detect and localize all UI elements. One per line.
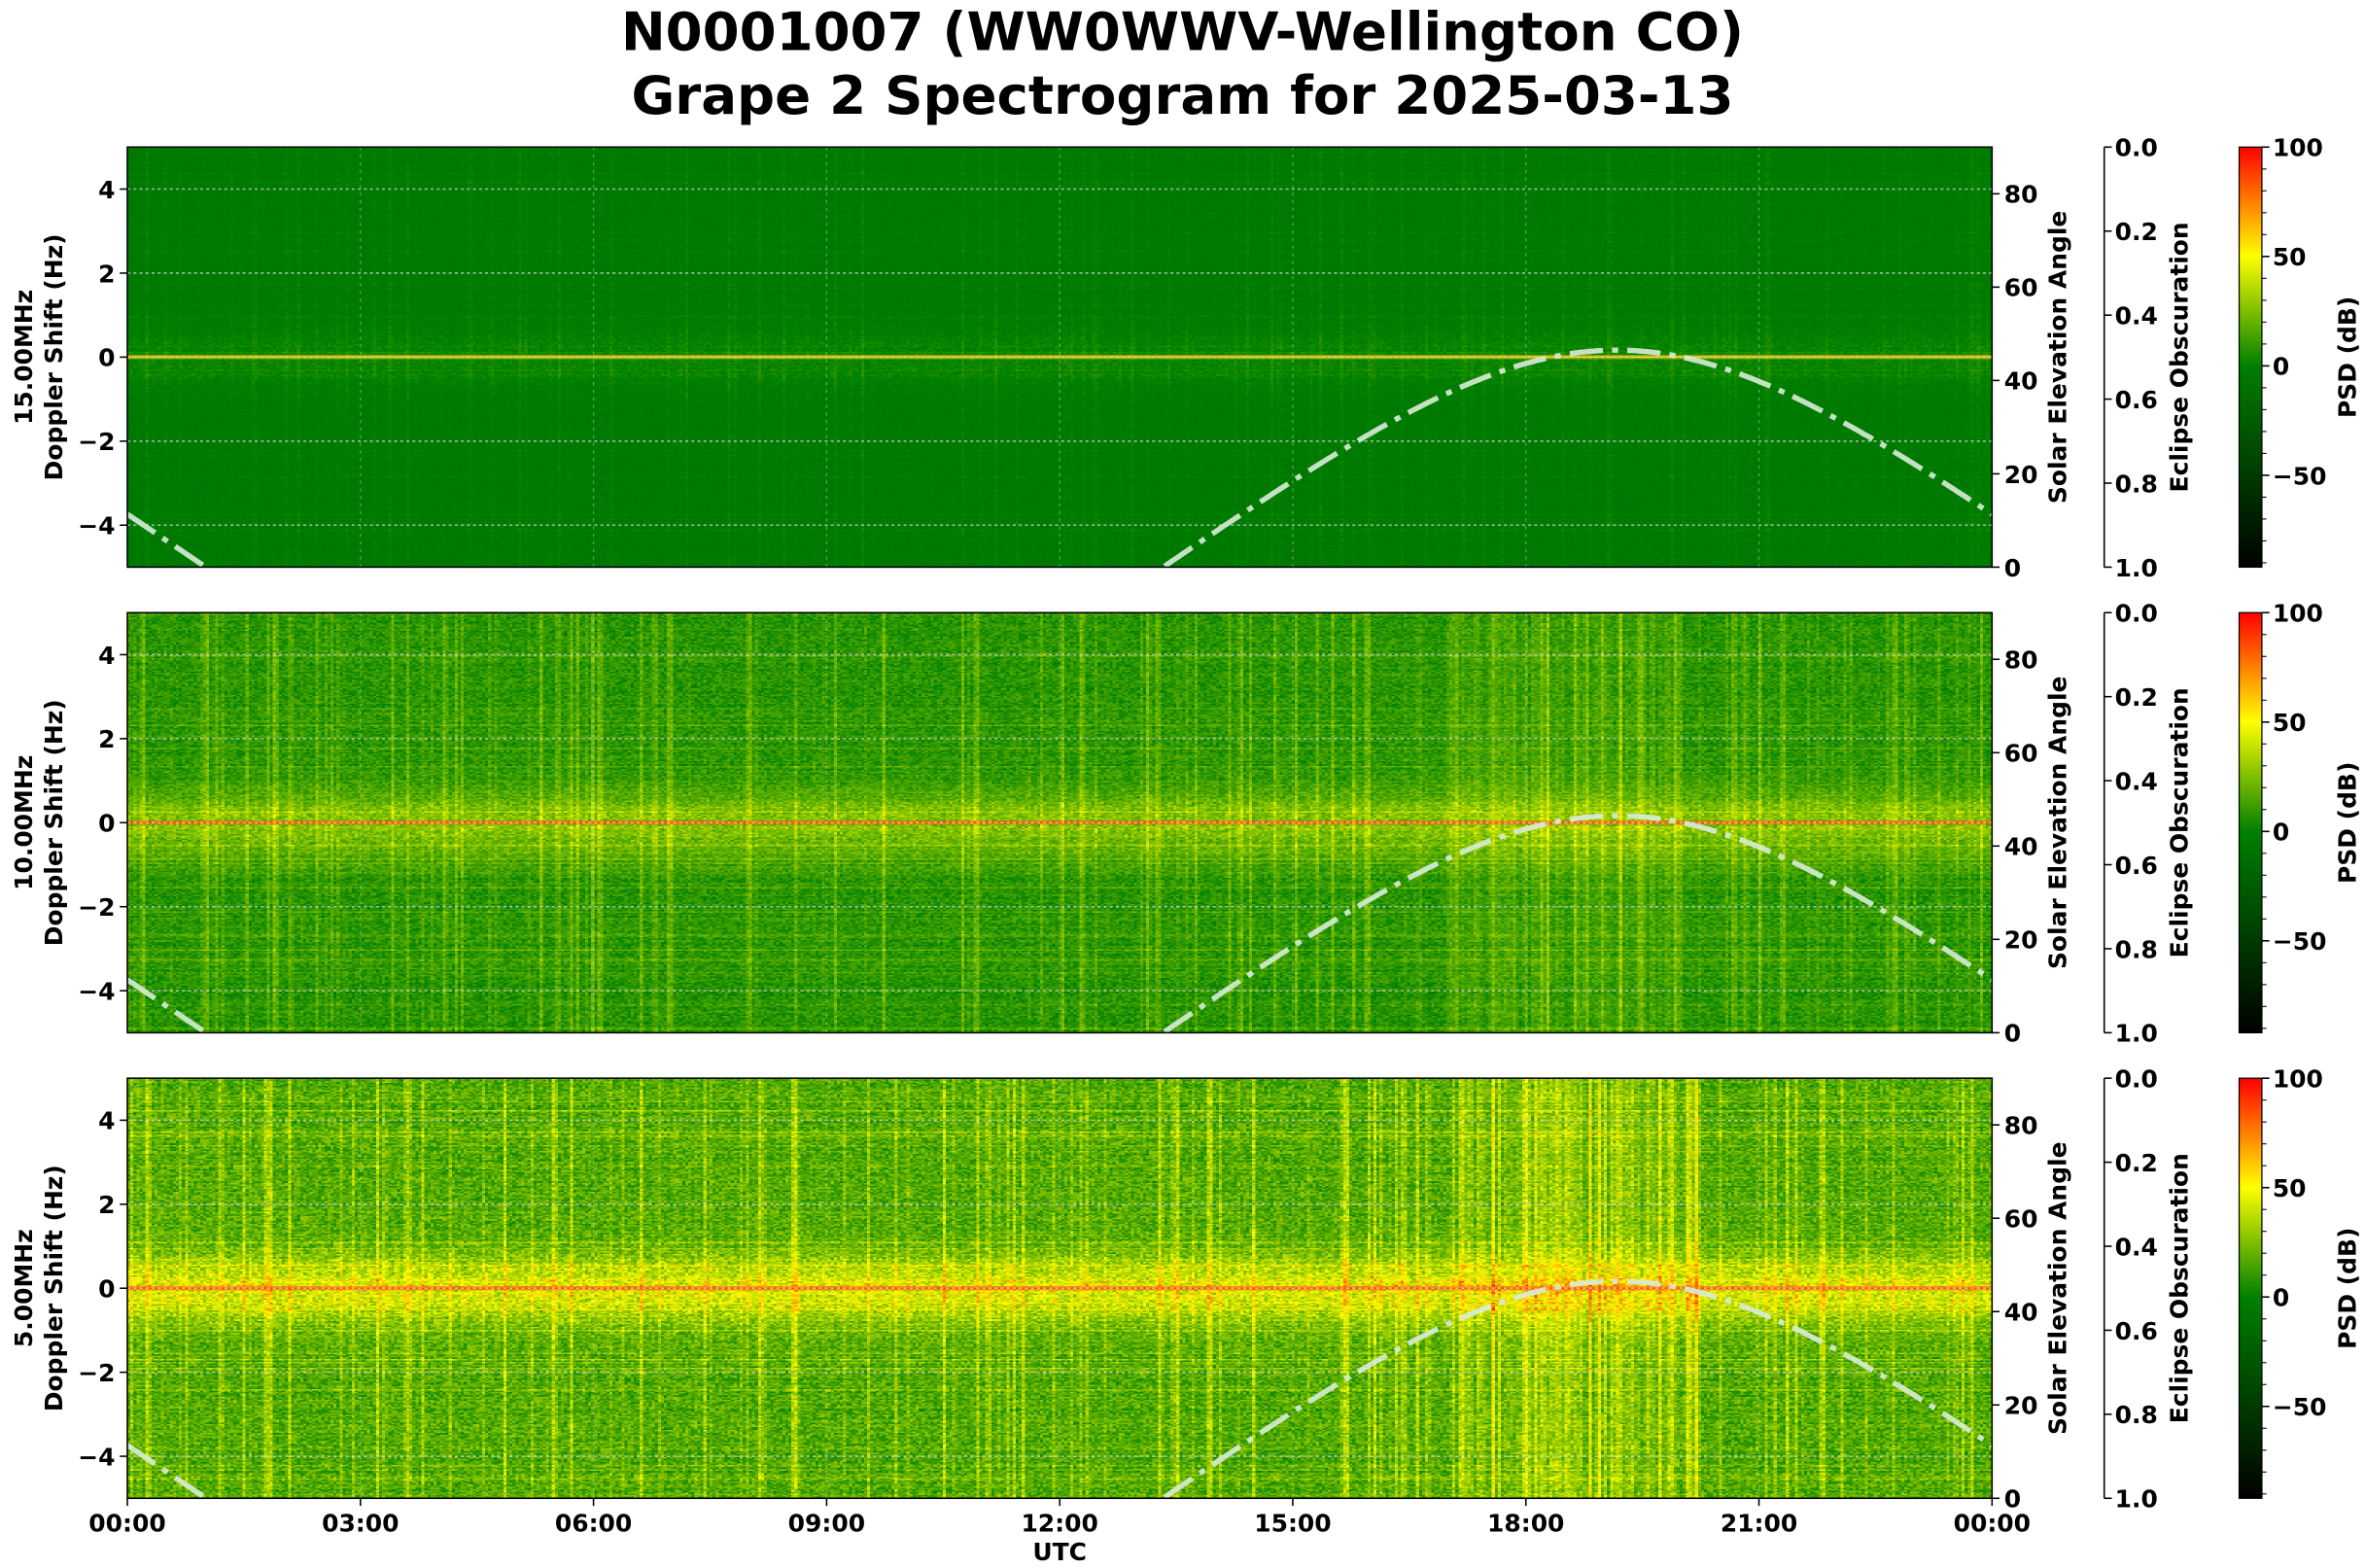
y-tick-label: −2 (78, 1359, 115, 1387)
eclipse-tick-label: 0.4 (2115, 1233, 2158, 1261)
x-tick-label: 00:00 (1954, 1510, 2031, 1538)
x-tick-label: 03:00 (322, 1510, 399, 1538)
solar-elevation-curve (1163, 1278, 1994, 1500)
solar-elevation-curve (125, 511, 207, 570)
eclipse-tick-label: 1.0 (2115, 1020, 2158, 1048)
elevation-axis-label: Solar Elevation Angle (2044, 677, 2072, 969)
x-axis-label: UTC (1032, 1538, 1087, 1566)
chart-title-line1: N0001007 (WW0WWV-Wellington CO) (620, 3, 1745, 64)
colorbar-tick-label: 100 (2273, 1065, 2323, 1094)
colorbar (2238, 146, 2263, 569)
y-tick-label: −4 (78, 512, 115, 540)
eclipse-tick-label: 0.4 (2115, 302, 2158, 331)
x-tick-label: 09:00 (788, 1510, 865, 1538)
eclipse-tick-label: 0.2 (2115, 683, 2158, 712)
y-tick-label: −2 (78, 428, 115, 456)
elevation-tick-label: 40 (2004, 367, 2038, 396)
eclipse-tick-label: 0.0 (2115, 134, 2158, 162)
y-axis-label: Doppler Shift (Hz) (40, 1165, 68, 1411)
colorbar (2238, 611, 2263, 1033)
y-tick-label: 2 (98, 725, 115, 753)
colorbar-tick-label: 50 (2273, 709, 2307, 737)
colorbar (2238, 1077, 2263, 1499)
frequency-label: 15.00MHz (10, 290, 38, 425)
y-tick-label: 0 (98, 344, 115, 372)
elevation-tick-label: 60 (2004, 274, 2038, 302)
colorbar-tick-label: 0 (2273, 353, 2289, 381)
elevation-tick-label: 80 (2004, 181, 2038, 209)
eclipse-tick-label: 0.2 (2115, 218, 2158, 246)
elevation-tick-label: 20 (2004, 926, 2038, 955)
y-tick-label: 4 (98, 642, 115, 670)
eclipse-tick-label: 0.8 (2115, 935, 2158, 963)
y-tick-label: −4 (78, 1443, 115, 1471)
colorbar-tick-label: 0 (2273, 1284, 2289, 1312)
eclipse-tick-label: 0.0 (2115, 1065, 2158, 1094)
eclipse-tick-label: 1.0 (2115, 554, 2158, 582)
eclipse-tick-label: 0.4 (2115, 767, 2158, 795)
colorbar-tick-label: 50 (2273, 1174, 2307, 1202)
y-tick-label: 4 (98, 1107, 115, 1135)
x-tick-label: 00:00 (88, 1510, 165, 1538)
y-tick-label: 2 (98, 260, 115, 288)
y-tick-label: 4 (98, 176, 115, 204)
frequency-label: 10.00MHz (10, 755, 38, 890)
colorbar-label: PSD (dB) (2334, 1228, 2362, 1349)
eclipse-axis-label: Eclipse Obscuration (2166, 687, 2194, 958)
y-tick-label: −4 (78, 978, 115, 1006)
elevation-tick-label: 80 (2004, 646, 2038, 675)
elevation-tick-label: 80 (2004, 1112, 2038, 1140)
elevation-tick-label: 60 (2004, 740, 2038, 768)
elevation-tick-label: 40 (2004, 1299, 2038, 1327)
y-tick-label: 0 (98, 810, 115, 838)
colorbar-label: PSD (dB) (2334, 762, 2362, 884)
colorbar-tick-label: 50 (2273, 243, 2307, 271)
elevation-tick-label: 20 (2004, 1392, 2038, 1420)
colorbar-tick-label: −50 (2273, 927, 2327, 956)
eclipse-axis-label: Eclipse Obscuration (2166, 222, 2194, 492)
x-tick-label: 06:00 (555, 1510, 632, 1538)
chart-title-line2: Grape 2 Spectrogram for 2025-03-13 (631, 66, 1734, 128)
colorbar-tick-label: 100 (2273, 134, 2323, 162)
eclipse-tick-label: 0.6 (2115, 1317, 2158, 1345)
y-axis-label: Doppler Shift (Hz) (40, 233, 68, 480)
solar-elevation-curve (125, 977, 207, 1035)
y-axis-label: Doppler Shift (Hz) (40, 699, 68, 946)
solar-elevation-curve (125, 1443, 207, 1501)
elevation-axis-label: Solar Elevation Angle (2044, 1141, 2072, 1434)
eclipse-axis-label: Eclipse Obscuration (2166, 1153, 2194, 1423)
colorbar-tick-label: 0 (2273, 819, 2289, 847)
frequency-label: 5.00MHz (10, 1229, 38, 1347)
eclipse-tick-label: 0.8 (2115, 1401, 2158, 1429)
y-tick-label: 0 (98, 1275, 115, 1304)
elevation-tick-label: 0 (2004, 554, 2021, 582)
elevation-axis-label: Solar Elevation Angle (2044, 211, 2072, 504)
elevation-tick-label: 60 (2004, 1205, 2038, 1234)
solar-elevation-curve (1163, 347, 1994, 569)
eclipse-tick-label: 0.2 (2115, 1149, 2158, 1177)
elevation-tick-label: 0 (2004, 1485, 2021, 1514)
eclipse-tick-label: 0.0 (2115, 600, 2158, 628)
x-tick-label: 18:00 (1487, 1510, 1564, 1538)
elevation-tick-label: 20 (2004, 461, 2038, 489)
eclipse-tick-label: 0.6 (2115, 386, 2158, 414)
x-tick-label: 15:00 (1254, 1510, 1331, 1538)
colorbar-tick-label: −50 (2273, 1393, 2327, 1421)
elevation-tick-label: 40 (2004, 833, 2038, 861)
y-tick-label: −2 (78, 893, 115, 922)
colorbar-tick-label: 100 (2273, 600, 2323, 628)
y-tick-label: 2 (98, 1191, 115, 1219)
elevation-tick-label: 0 (2004, 1020, 2021, 1048)
x-tick-label: 12:00 (1021, 1510, 1097, 1538)
eclipse-tick-label: 1.0 (2115, 1485, 2158, 1514)
eclipse-tick-label: 0.6 (2115, 852, 2158, 880)
colorbar-label: PSD (dB) (2334, 296, 2362, 418)
colorbar-tick-label: −50 (2273, 462, 2327, 490)
x-tick-label: 21:00 (1721, 1510, 1797, 1538)
solar-elevation-curve (1163, 813, 1994, 1034)
eclipse-tick-label: 0.8 (2115, 470, 2158, 498)
